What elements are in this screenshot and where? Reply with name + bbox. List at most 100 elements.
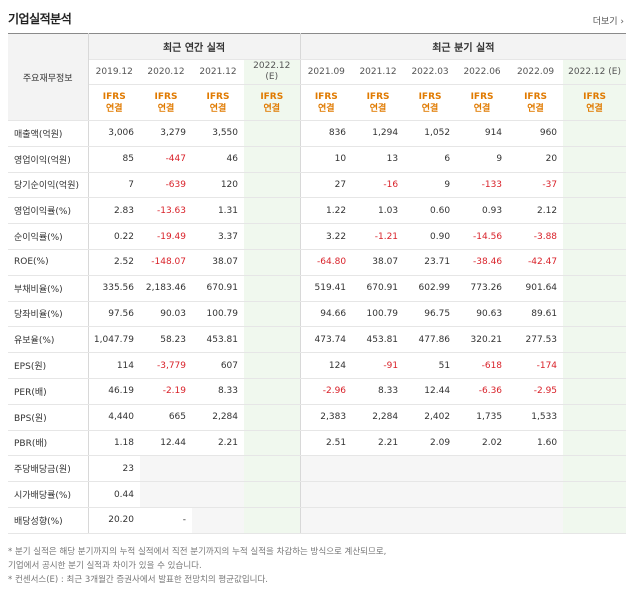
table-cell	[192, 455, 244, 483]
ifrs-label: IFRS 연결	[192, 84, 244, 121]
table-cell: 1,052	[404, 120, 457, 147]
ifrs-label: IFRS 연결	[300, 84, 353, 121]
table-cell: 335.56	[88, 275, 140, 302]
table-cell: -2.19	[140, 378, 192, 405]
table-cell: 38.07	[192, 249, 244, 276]
table-cell	[244, 481, 301, 508]
row-label: 당기순이익(억원)	[8, 172, 89, 199]
table-cell: 51	[404, 352, 457, 379]
table-cell: 7	[88, 172, 140, 199]
table-cell: 2.21	[192, 430, 244, 457]
table-cell: 3,279	[140, 120, 192, 147]
table-cell: -14.56	[456, 223, 509, 250]
table-cell: 2.02	[456, 430, 509, 457]
table-cell: 12.44	[140, 430, 192, 457]
table-cell: 100.79	[192, 301, 244, 328]
period-header: 2021.09	[300, 59, 353, 85]
table-cell	[300, 481, 353, 508]
table-cell	[244, 275, 301, 302]
table-cell: 6	[404, 146, 457, 173]
table-cell: 602.99	[404, 275, 457, 302]
row-label: BPS(원)	[8, 404, 89, 431]
footnote: * 컨센서스(E) : 최근 3개월간 증권사에서 발표한 전망치의 평균값입니…	[8, 575, 268, 585]
table-cell: 477.86	[404, 326, 457, 354]
table-cell: -447	[140, 146, 192, 173]
table-cell: -38.46	[456, 249, 509, 276]
table-cell: 1,533	[508, 404, 564, 431]
table-cell: 773.26	[456, 275, 509, 302]
ifrs-label: IFRS 연결	[352, 84, 405, 121]
row-label: 주당배당금(원)	[8, 455, 89, 483]
table-cell	[404, 455, 457, 483]
table-cell: 519.41	[300, 275, 353, 302]
table-cell: 2,383	[300, 404, 353, 431]
table-cell: 0.90	[404, 223, 457, 250]
table-cell: 2.09	[404, 430, 457, 457]
table-cell: 1,047.79	[88, 326, 140, 354]
table-cell: 20.20	[88, 507, 140, 534]
table-row: ROE(%) 2.52 -148.07 38.07 -64.80 38.07 23.71 -3…	[8, 249, 627, 276]
table-cell: 0.44	[88, 481, 140, 508]
table-cell: 2.21	[352, 430, 405, 457]
table-cell: 2,183.46	[140, 275, 192, 302]
table-row: 매출액(억원) 3,006 3,279 3,550 836 1,294 1,052 914 96…	[8, 120, 627, 147]
table-cell: 27	[300, 172, 353, 199]
table-cell	[244, 326, 301, 354]
row-label: 매출액(억원)	[8, 120, 89, 147]
table-cell: 670.91	[192, 275, 244, 302]
table-cell	[563, 455, 627, 483]
table-cell	[244, 378, 301, 405]
table-cell: 901.64	[508, 275, 564, 302]
table-cell	[404, 481, 457, 508]
ifrs-label: IFRS 연결	[563, 84, 627, 121]
table-cell: 2.52	[88, 249, 140, 276]
table-row: 주당배당금(원) 23	[8, 455, 627, 483]
table-cell: 100.79	[352, 301, 405, 328]
table-cell: 836	[300, 120, 353, 147]
table-cell: -639	[140, 172, 192, 199]
table-cell: -2.95	[508, 378, 564, 405]
table-cell: 2,402	[404, 404, 457, 431]
table-cell: 914	[456, 120, 509, 147]
table-cell	[244, 172, 301, 199]
table-cell: 3,006	[88, 120, 140, 147]
table-cell	[563, 301, 627, 328]
more-link[interactable]: 더보기 ›	[592, 17, 624, 27]
corner-label: 주요재무정보	[8, 33, 89, 121]
table-cell: 670.91	[352, 275, 405, 302]
table-cell	[244, 352, 301, 379]
row-label: 순이익률(%)	[8, 223, 89, 250]
table-cell: -37	[508, 172, 564, 199]
table-cell: -148.07	[140, 249, 192, 276]
table-cell: 38.07	[352, 249, 405, 276]
table-cell: 2.51	[300, 430, 353, 457]
table-cell	[244, 146, 301, 173]
period-header: 2021.12	[192, 59, 244, 85]
table-cell	[244, 197, 301, 225]
table-cell: -618	[456, 352, 509, 379]
table-cell: -64.80	[300, 249, 353, 276]
table-cell: 1.60	[508, 430, 564, 457]
table-cell: 607	[192, 352, 244, 379]
table-cell: 665	[140, 404, 192, 431]
table-cell: -	[140, 507, 192, 534]
table-cell	[352, 481, 405, 508]
table-cell: -6.36	[456, 378, 509, 405]
table-cell	[456, 507, 509, 534]
ifrs-label: IFRS 연결	[244, 84, 301, 121]
table-cell: 90.03	[140, 301, 192, 328]
period-header: 2019.12	[88, 59, 140, 85]
table-row: 배당성향(%) 20.20-	[8, 507, 627, 534]
table-cell: 8.33	[192, 378, 244, 405]
ifrs-label: IFRS 연결	[404, 84, 457, 121]
table-cell: 120	[192, 172, 244, 199]
table-cell: 124	[300, 352, 353, 379]
table-cell: 0.93	[456, 197, 509, 225]
table-cell: 94.66	[300, 301, 353, 328]
row-label: EPS(원)	[8, 352, 89, 379]
row-label: 부채비율(%)	[8, 275, 89, 302]
table-cell	[300, 507, 353, 534]
table-cell: 89.61	[508, 301, 564, 328]
row-label: 영업이익률(%)	[8, 197, 89, 225]
table-cell: 277.53	[508, 326, 564, 354]
